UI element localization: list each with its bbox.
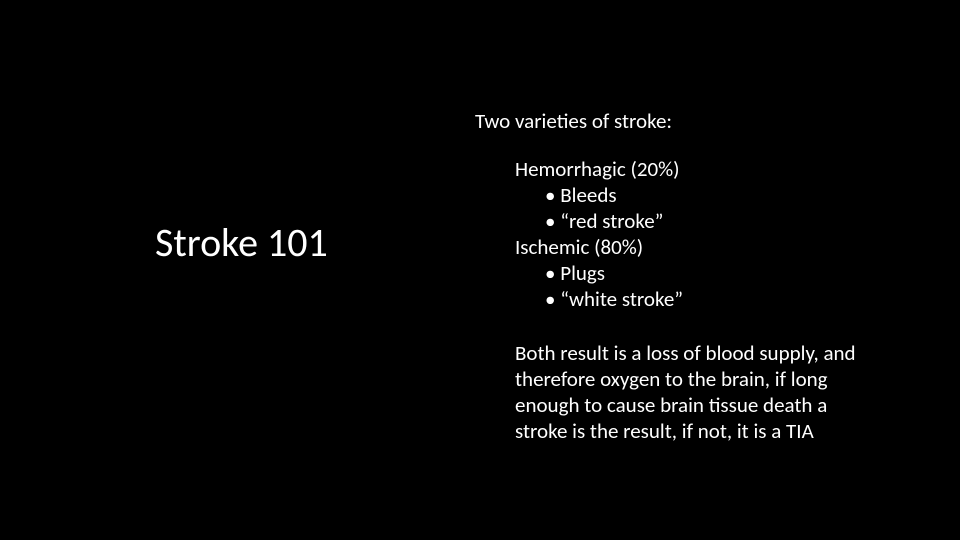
content-heading: Two varieties of stroke: <box>475 108 672 134</box>
list-item: Ischemic (80%) <box>515 234 683 260</box>
list-subitem: “red stroke” <box>545 208 683 234</box>
summary-paragraph: Both result is a loss of blood supply, a… <box>515 340 873 444</box>
list-item: Hemorrhagic (20%) <box>515 156 683 182</box>
list-subitem: Bleeds <box>545 182 683 208</box>
stroke-types-list: Hemorrhagic (20%) Bleeds “red stroke” Is… <box>515 156 683 312</box>
slide: Stroke 101 Two varieties of stroke: Hemo… <box>0 0 960 540</box>
list-subitem: “white stroke” <box>545 286 683 312</box>
slide-title: Stroke 101 <box>155 218 328 267</box>
list-subitem: Plugs <box>545 260 683 286</box>
